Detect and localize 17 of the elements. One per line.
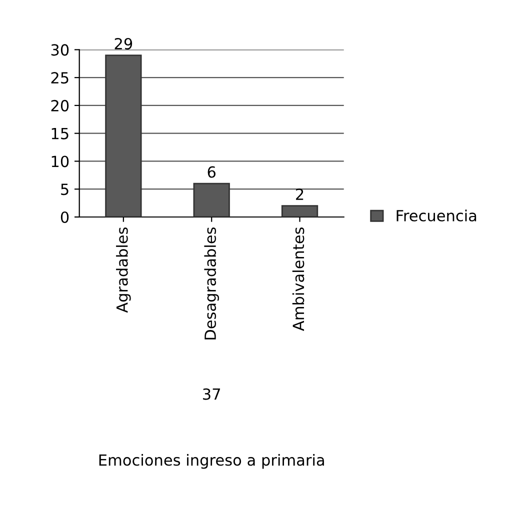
data-label: 29 [114,38,132,50]
y-tick-label: 15 [52,128,68,140]
text: Emociones ingreso a primaria [99,454,324,469]
y-tick-label: 0 [60,211,69,224]
y-tick-label: 5 [61,184,68,196]
x-tick-label: Desagradables [204,227,219,340]
data-label: 6 [208,166,216,178]
y-tick-label: 20 [51,100,69,112]
x-tick-label: Ambivalentes [292,227,304,331]
y-tick-label: 25 [51,72,68,84]
bar [281,205,318,217]
data-label: 2 [296,188,304,200]
x-tick-label: Agradables [116,227,131,313]
legend-label: Frecuencia [396,210,476,222]
text: 37 [203,388,220,400]
y-tick-label: 10 [52,156,69,168]
y-tick-label: 30 [51,44,69,56]
